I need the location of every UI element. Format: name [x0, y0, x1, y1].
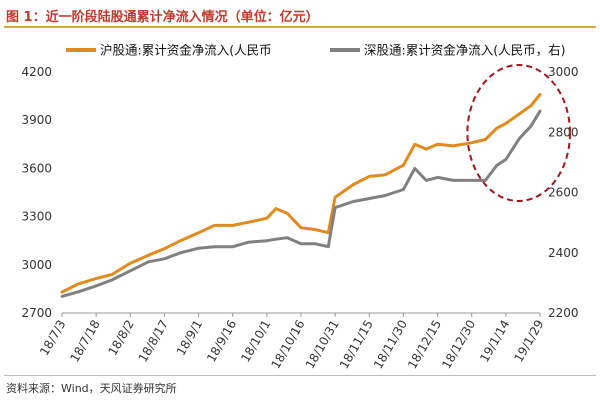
- x-tick-label: 18/7/18: [67, 318, 102, 365]
- series-line-sz: [60, 109, 542, 298]
- x-tick-label: 19/1/29: [511, 318, 546, 365]
- axes: 2700 3000 3300 3600 3900 4200 2200 2400 2600 2800…: [21, 65, 578, 371]
- x-tick-label: 18/10/31: [303, 318, 342, 372]
- x-tick-label: 18/9/1: [174, 318, 205, 358]
- y-left-tick-label: 4200: [21, 65, 52, 79]
- title-underline: [4, 26, 596, 28]
- x-tick-label: 18/9/16: [204, 318, 239, 365]
- source-divider: [4, 375, 596, 376]
- y-right-tick-label: 2600: [548, 186, 579, 200]
- series-line-sh: [60, 93, 542, 294]
- x-tick-label: 18/12/30: [439, 318, 478, 372]
- legend-label: 深股通:累计资金净流入(人民币，右): [364, 43, 565, 58]
- y-left-tick-label: 3600: [21, 161, 52, 175]
- legend-label: 沪股通:累计资金净流入(人民币: [100, 43, 272, 58]
- source-note: 资料来源：Wind，天风证券研究所: [6, 382, 177, 395]
- x-tick-label: 18/8/17: [136, 318, 171, 365]
- x-tick-label: 18/8/2: [105, 318, 136, 358]
- y-left-tick-label: 3900: [21, 113, 52, 127]
- y-left-tick-label: 2700: [21, 306, 52, 320]
- y-right-tick-label: 2400: [548, 246, 579, 260]
- x-tick-label: 19/1/14: [477, 318, 512, 365]
- x-tick-label: 18/11/15: [337, 318, 376, 372]
- figure-title: 图 1：近一阶段陆股通累计净流入情况（单位：亿元）: [6, 10, 319, 25]
- x-tick-label: 18/11/30: [371, 318, 410, 372]
- y-right-tick-label: 3000: [548, 65, 579, 79]
- y-left-tick-label: 3000: [21, 258, 52, 272]
- series-lines: [60, 93, 542, 298]
- legend: 沪股通:累计资金净流入(人民币 深股通:累计资金净流入(人民币，右): [66, 43, 565, 58]
- x-tick-label: 18/10/1: [238, 318, 273, 365]
- y-right-tick-label: 2800: [548, 125, 579, 139]
- y-left-tick-label: 3300: [21, 210, 52, 224]
- highlight-ellipse: [466, 64, 572, 202]
- x-tick-label: 18/12/15: [405, 318, 444, 372]
- highlight-ellipse-shape: [466, 64, 572, 202]
- x-tick-label: 18/10/16: [269, 318, 308, 372]
- x-tick-label: 18/7/3: [37, 318, 68, 358]
- y-right-tick-label: 2200: [548, 306, 579, 320]
